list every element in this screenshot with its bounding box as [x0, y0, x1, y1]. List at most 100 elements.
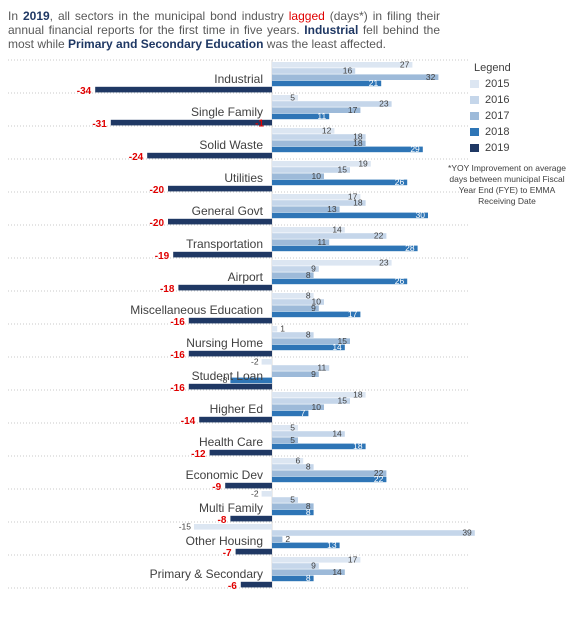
legend-label-2015: 2015	[485, 78, 510, 90]
bar-economic-dev-2016	[272, 464, 314, 470]
bar-transportation-2017	[272, 239, 330, 245]
data-label-student-loan-2019: -16	[170, 383, 185, 394]
bar-industrial-2015	[272, 62, 413, 68]
bar-health-care-2018	[272, 443, 366, 450]
legend-swatch-2017	[470, 112, 479, 120]
legend-item-2015: 2015	[470, 76, 570, 92]
data-label-airport-2015: 23	[379, 257, 389, 267]
data-label-industrial-2016: 16	[343, 66, 353, 76]
data-label-other-housing-2015: -15	[179, 521, 192, 531]
data-label-health-care-2017: 5	[290, 435, 295, 445]
data-label-transportation-2017: 11	[317, 237, 326, 247]
data-label-single-family-2017: 17	[348, 105, 358, 115]
category-label-utilities: Utilities	[224, 171, 263, 185]
bar-other-housing-2019	[235, 548, 272, 555]
bar-airport-2016	[272, 266, 319, 272]
legend-item-2019: 2019	[470, 140, 570, 156]
data-label-higher-ed-2019: -14	[181, 416, 196, 427]
bar-primary-secondary-2018	[272, 575, 314, 582]
bar-higher-ed-2018	[272, 410, 309, 417]
bar-industrial-2016	[272, 68, 356, 74]
intro-industrial: Industrial	[304, 23, 359, 37]
bar-industrial-2017	[272, 74, 439, 80]
intro-lagged-word: lagged	[288, 9, 325, 23]
legend-item-2016: 2016	[470, 92, 570, 108]
data-label-other-housing-2016: 39	[462, 528, 472, 538]
bar-single-family-2015	[272, 95, 298, 101]
legend-swatch-2015	[470, 80, 479, 88]
bar-student-loan-2018	[230, 377, 272, 384]
data-label-airport-2016: 9	[311, 264, 316, 274]
bar-utilities-2017	[272, 173, 324, 179]
bar-higher-ed-2016	[272, 398, 350, 404]
category-label-solid-waste: Solid Waste	[199, 138, 263, 152]
bar-airport-2015	[272, 260, 392, 266]
data-label-multi-family-2016: 5	[290, 495, 295, 505]
bar-transportation-2019	[173, 251, 272, 258]
bar-economic-dev-2017	[272, 470, 387, 476]
data-label-multi-family-2017: 8	[306, 501, 311, 511]
data-label-utilities-2015: 19	[358, 158, 368, 168]
data-label-economic-dev-2019: -9	[212, 482, 221, 493]
data-label-primary-secondary-2015: 17	[348, 554, 358, 564]
bar-transportation-2018	[272, 245, 418, 252]
data-label-primary-secondary-2017: 14	[332, 567, 342, 577]
data-label-economic-dev-2017: 22	[374, 468, 384, 478]
data-label-general-govt-2016: 18	[353, 198, 363, 208]
data-label-health-care-2018: 18	[353, 441, 363, 451]
bar-single-family-2016	[272, 101, 392, 107]
bar-other-housing-2016	[272, 530, 475, 536]
bar-single-family-2018	[272, 113, 330, 120]
bar-multi-family-2018	[272, 509, 314, 516]
data-label-student-loan-2018: -8	[220, 375, 228, 385]
data-label-higher-ed-2018: 7	[301, 408, 306, 418]
bar-health-care-2017	[272, 437, 298, 443]
category-label-primary-secondary: Primary & Secondary	[150, 567, 263, 581]
data-label-single-family-2018: 11	[317, 111, 326, 121]
category-label-health-care: Health Care	[199, 435, 263, 449]
bar-miscellaneous-education-2017	[272, 305, 319, 311]
bar-transportation-2015	[272, 227, 345, 233]
bar-utilities-2016	[272, 167, 350, 173]
data-label-health-care-2016: 14	[332, 429, 342, 439]
bar-multi-family-2015	[261, 491, 272, 497]
data-label-utilities-2017: 10	[312, 171, 322, 181]
bar-nursing-home-2019	[188, 350, 272, 357]
bar-transportation-2016	[272, 233, 387, 239]
data-label-industrial-2019: -34	[77, 86, 92, 97]
data-label-transportation-2018: 28	[405, 243, 415, 253]
legend-label-2018: 2018	[485, 126, 510, 138]
intro-text: In 2019, all sectors in the municipal bo…	[8, 9, 440, 51]
data-label-primary-secondary-2016: 9	[311, 561, 316, 571]
data-label-general-govt-2015: 17	[348, 191, 358, 201]
bar-general-govt-2019	[168, 218, 272, 225]
legend-item-2017: 2017	[470, 108, 570, 124]
category-label-industrial: Industrial	[214, 72, 263, 86]
bar-economic-dev-2015	[272, 458, 304, 464]
bar-general-govt-2015	[272, 194, 361, 200]
category-label-multi-family: Multi Family	[199, 501, 263, 515]
data-label-single-family-2015: 5	[290, 92, 295, 102]
data-label-economic-dev-2018: 22	[374, 474, 384, 484]
data-label-nursing-home-2015: 1	[280, 323, 285, 333]
category-label-economic-dev: Economic Dev	[186, 468, 263, 482]
data-label-nursing-home-2019: -16	[170, 350, 185, 361]
legend-label-2016: 2016	[485, 94, 510, 106]
category-label-single-family: Single Family	[191, 105, 263, 119]
bar-student-loan-2017	[272, 371, 319, 377]
bar-utilities-2015	[272, 161, 371, 167]
bar-multi-family-2019	[230, 515, 272, 522]
category-label-general-govt: General Govt	[192, 204, 264, 218]
data-label-health-care-2015: 5	[290, 422, 295, 432]
bar-single-family-2019	[110, 119, 272, 126]
data-label-nursing-home-2017: 15	[338, 336, 348, 346]
data-label-general-govt-2018: 30	[416, 210, 426, 220]
data-label-transportation-2019: -19	[155, 251, 170, 262]
extra-label-single-family: -1	[255, 119, 264, 130]
bar-multi-family-2016	[272, 497, 298, 503]
bar-health-care-2019	[209, 449, 272, 456]
bar-health-care-2015	[272, 425, 298, 431]
data-label-single-family-2019: -31	[92, 119, 107, 130]
bar-higher-ed-2019	[199, 416, 272, 423]
intro-part-5: was the least affected.	[263, 37, 386, 51]
